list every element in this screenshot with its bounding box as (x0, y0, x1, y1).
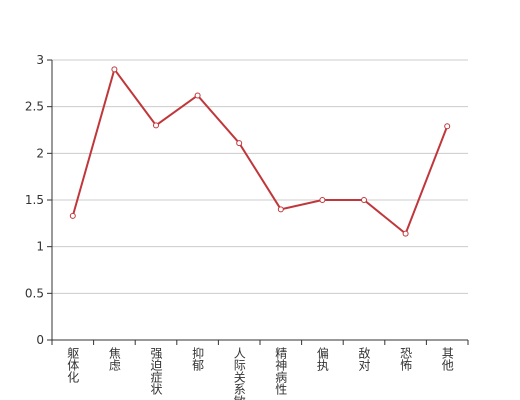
x-tick-label: 人际关系敏感 (232, 347, 246, 400)
y-tick-label: 2 (36, 146, 44, 160)
point (444, 123, 451, 130)
x-tick-label: 偏执 (315, 346, 329, 372)
x-tick-label: 精神病性 (274, 347, 288, 396)
point (194, 92, 201, 99)
x-tick-label: 躯体化 (66, 346, 80, 384)
point (319, 197, 326, 203)
x-tick-label: 抑郁 (191, 346, 205, 372)
x-tick-label: 强迫症状 (149, 347, 163, 395)
point (153, 122, 159, 129)
point (277, 206, 284, 213)
x-tick-label: 焦虑 (107, 347, 121, 371)
point (361, 197, 367, 203)
line (71, 67, 449, 236)
point (236, 140, 243, 147)
y-tick-label: 2.5 (25, 100, 44, 114)
x-tick-label: 其他 (440, 347, 454, 371)
y-tick-label: 3 (36, 53, 44, 67)
y-tick-label: 0.5 (25, 286, 44, 300)
point (111, 66, 118, 73)
x-tick-label: 敌对 (357, 346, 371, 371)
point (69, 212, 76, 219)
x-tick-label: 恐怖 (399, 347, 413, 371)
point (402, 230, 409, 237)
y-tick-label: 1 (36, 240, 44, 254)
y-tick-label: 0 (36, 333, 44, 347)
y-tick-label: 1.5 (25, 193, 44, 207)
